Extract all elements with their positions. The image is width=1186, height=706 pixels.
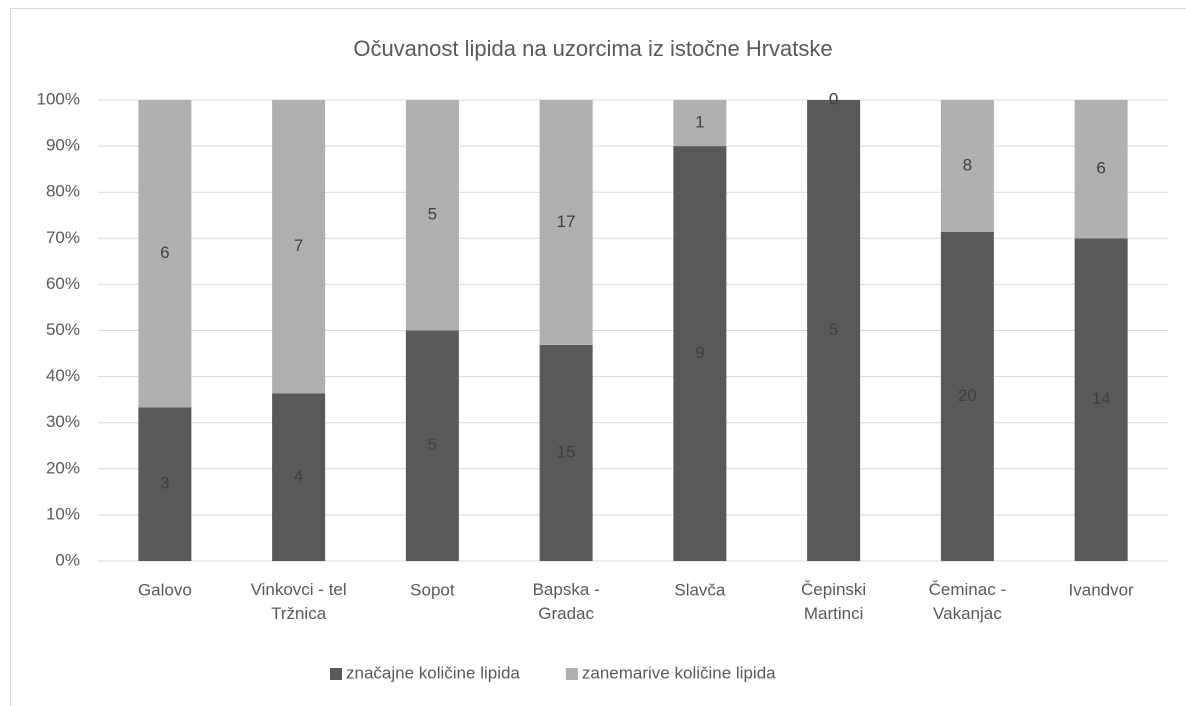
y-tick-label: 0% (55, 550, 80, 569)
bar-segment (539, 100, 593, 345)
x-tick-label: Ivandvor (1069, 580, 1135, 599)
y-tick-label: 100% (37, 89, 80, 108)
y-tick-label: 50% (46, 320, 80, 339)
data-label: 17 (557, 212, 576, 231)
y-tick-label: 40% (46, 366, 80, 385)
bar-segment (138, 100, 192, 408)
x-tick-label: Čeminac -Vakanjac (929, 580, 1006, 623)
data-label: 5 (829, 320, 838, 339)
data-label: 8 (963, 155, 972, 174)
data-label: 5 (428, 435, 437, 454)
bar-segment (673, 146, 727, 561)
data-label: 4 (294, 467, 303, 486)
bar-segment (405, 100, 459, 331)
data-label: 5 (428, 205, 437, 224)
x-tick-label: Galovo (138, 580, 192, 599)
chart-title: Očuvanost lipida na uzorcima iz istočne … (353, 36, 832, 61)
data-label: 1 (695, 113, 704, 132)
bar-segment (1074, 238, 1128, 562)
bar-segment (807, 100, 861, 561)
data-label: 0 (829, 89, 838, 108)
bar-segment (1074, 100, 1128, 239)
data-label: 6 (1096, 159, 1105, 178)
data-label: 9 (695, 343, 704, 362)
x-tick-label: Slavča (674, 580, 726, 599)
y-tick-label: 90% (46, 136, 80, 155)
y-tick-label: 20% (46, 458, 80, 477)
legend-swatch (330, 668, 342, 680)
data-label: 6 (160, 243, 169, 262)
data-label: 14 (1092, 389, 1111, 408)
data-label: 20 (958, 386, 977, 405)
legend-label: značajne količine lipida (346, 663, 520, 682)
bar-segment (940, 231, 994, 561)
bar-segment (673, 100, 727, 147)
bar-segment (405, 330, 459, 561)
data-label: 3 (160, 474, 169, 493)
y-tick-label: 70% (46, 228, 80, 247)
legend-label: zanemarive količine lipida (582, 663, 776, 682)
bar-segment (272, 100, 326, 394)
data-label: 15 (557, 442, 576, 461)
x-tick-label: Bapska -Gradac (533, 580, 600, 623)
data-label: 7 (294, 236, 303, 255)
x-tick-label: Vinkovci - tel Tržnica (251, 580, 347, 623)
x-tick-label: Sopot (410, 580, 455, 599)
y-tick-label: 80% (46, 182, 80, 201)
bar-segment (272, 393, 326, 561)
y-tick-label: 60% (46, 274, 80, 293)
bar-segment (940, 100, 994, 232)
bar-segment (138, 407, 192, 561)
y-tick-label: 30% (46, 412, 80, 431)
x-tick-label: Čepinski Martinci (801, 580, 866, 623)
bar-segment (539, 344, 593, 561)
y-tick-label: 10% (46, 504, 80, 523)
legend-swatch (565, 668, 578, 680)
